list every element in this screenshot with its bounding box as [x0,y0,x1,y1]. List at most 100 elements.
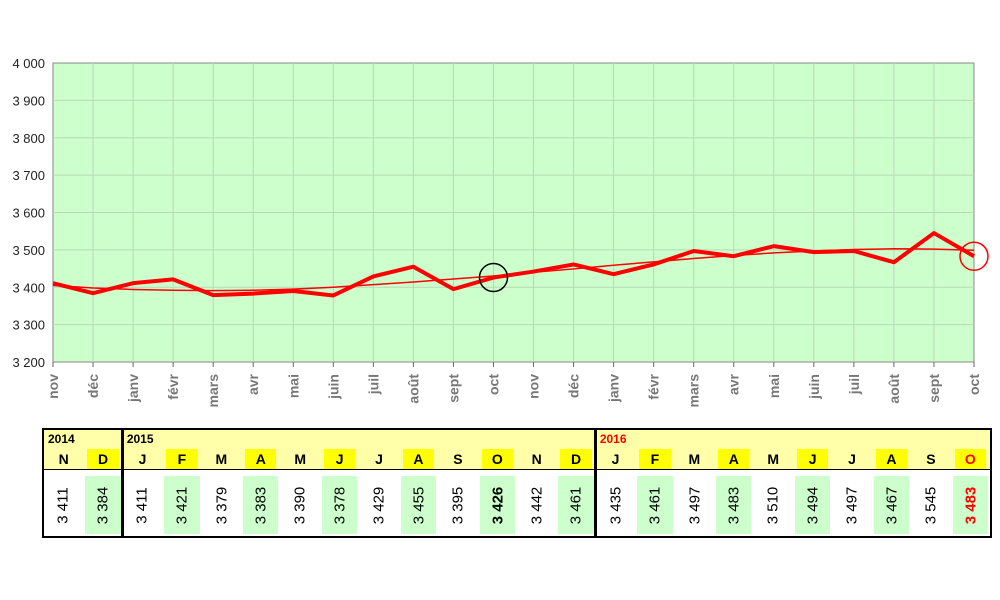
series-line [52,231,976,298]
value-cell: 3 435 [598,476,633,534]
highlight-circle [478,262,509,293]
value-cell: 3 411 [46,476,81,534]
value-cell: 3 483 [952,476,988,534]
value-text: 3 483 [961,486,979,524]
value-cell: 3 497 [834,476,869,534]
monthly-values-table: 2014 2015 2016 N 3 411 D 3 384 J 3 411 F 3 421 M 3 3… [42,428,992,538]
value-cell: 3 467 [873,476,910,534]
value-cell: 3 384 [85,476,121,534]
x-axis: nov déc janv févr mars avr mai juin juil août sept… [45,362,982,407]
month-header: M [215,451,228,467]
value-text: 3 461 [567,486,585,524]
value-text: 3 411 [134,486,152,524]
value-cell: 3 494 [794,476,831,534]
x-tick-label: févr [165,373,181,399]
y-tick-label: 3 400 [12,280,45,295]
month-header: J [611,451,620,467]
x-tick-label: déc [566,374,582,398]
value-cell: 3 429 [361,476,396,534]
x-tick-label: juil [846,374,862,395]
y-tick-label: 3 800 [12,131,45,146]
value-text: 3 497 [843,486,861,524]
year-label: 2015 [126,432,154,446]
value-cell: 3 461 [637,476,673,534]
value-cell: 3 510 [756,476,791,534]
value-text: 3 429 [370,486,388,524]
x-tick-label: mars [205,374,221,408]
value-text: 3 390 [291,486,309,524]
month-header: J [848,451,856,467]
x-tick-label: sept [926,374,942,403]
x-tick-label: mai [285,374,301,398]
circled-points [478,241,989,293]
month-header: O [954,449,986,469]
x-tick-label: oct [966,374,982,395]
month-header: S [926,451,936,467]
month-header: J [138,451,147,467]
value-cell: 3 461 [558,476,594,534]
x-tick-label: avr [726,373,742,395]
month-header: M [294,451,307,467]
value-text: 3 421 [173,486,191,524]
x-tick-label: janv [606,374,622,403]
x-tick-label: oct [485,374,501,395]
value-cell: 3 455 [400,476,437,534]
x-tick-label: avr [245,373,261,395]
line-chart: 3 200 3 300 3 400 3 500 3 600 3 700 3 800 3 900… [12,56,989,407]
x-tick-label: juil [365,374,381,395]
data-series [52,231,976,298]
month-header: S [453,451,463,467]
year-label: 2014 [48,432,75,446]
table-header-band [44,430,990,470]
x-tick-label: juin [325,374,341,400]
value-text: 3 383 [252,486,270,524]
y-axis: 3 200 3 300 3 400 3 500 3 600 3 700 3 800 3 900… [12,56,45,370]
month-header: F [166,449,198,469]
month-header: J [796,449,829,469]
value-text: 3 494 [804,486,822,524]
x-tick-label: août [886,374,902,404]
month-header: A [718,449,750,469]
month-header: N [58,451,69,467]
y-tick-label: 4 000 [12,56,45,71]
x-tick-label: nov [526,374,542,399]
y-tick-label: 3 700 [12,168,45,183]
month-header: J [375,451,383,467]
y-tick-label: 3 900 [12,93,45,108]
value-cell: 3 379 [204,476,239,534]
value-text: 3 379 [212,486,230,524]
value-cell: 3 545 [913,476,948,534]
value-cell: 3 421 [164,476,200,534]
month-header: N [531,451,542,467]
month-header: J [323,449,356,469]
year-label: 2016 [599,432,627,446]
month-header: D [87,449,119,469]
value-cell: 3 390 [283,476,318,534]
value-text: 3 411 [55,486,73,524]
value-text: 3 435 [607,486,625,524]
month-header: A [875,449,908,469]
value-text: 3 395 [449,486,467,524]
value-cell: 3 411 [125,476,160,534]
y-tick-label: 3 200 [12,355,45,370]
y-tick-label: 3 500 [12,243,45,258]
value-cell: 3 395 [440,476,475,534]
value-text: 3 483 [725,486,743,524]
x-tick-label: nov [45,374,61,399]
value-text: 3 545 [922,486,940,524]
month-header: D [560,449,592,469]
highlight-circle [959,241,989,271]
month-header: M [688,451,701,467]
value-text: 3 497 [685,486,703,524]
value-text: 3 378 [331,486,349,524]
value-text: 3 461 [646,486,664,524]
x-tick-label: févr [646,373,662,399]
value-cell: 3 497 [677,476,712,534]
month-header: O [481,449,513,469]
x-tick-label: mars [686,374,702,408]
month-header: A [245,449,277,469]
year-separator [121,430,125,536]
value-text: 3 455 [409,486,427,524]
month-header: M [767,451,780,467]
value-cell: 3 426 [479,476,515,534]
